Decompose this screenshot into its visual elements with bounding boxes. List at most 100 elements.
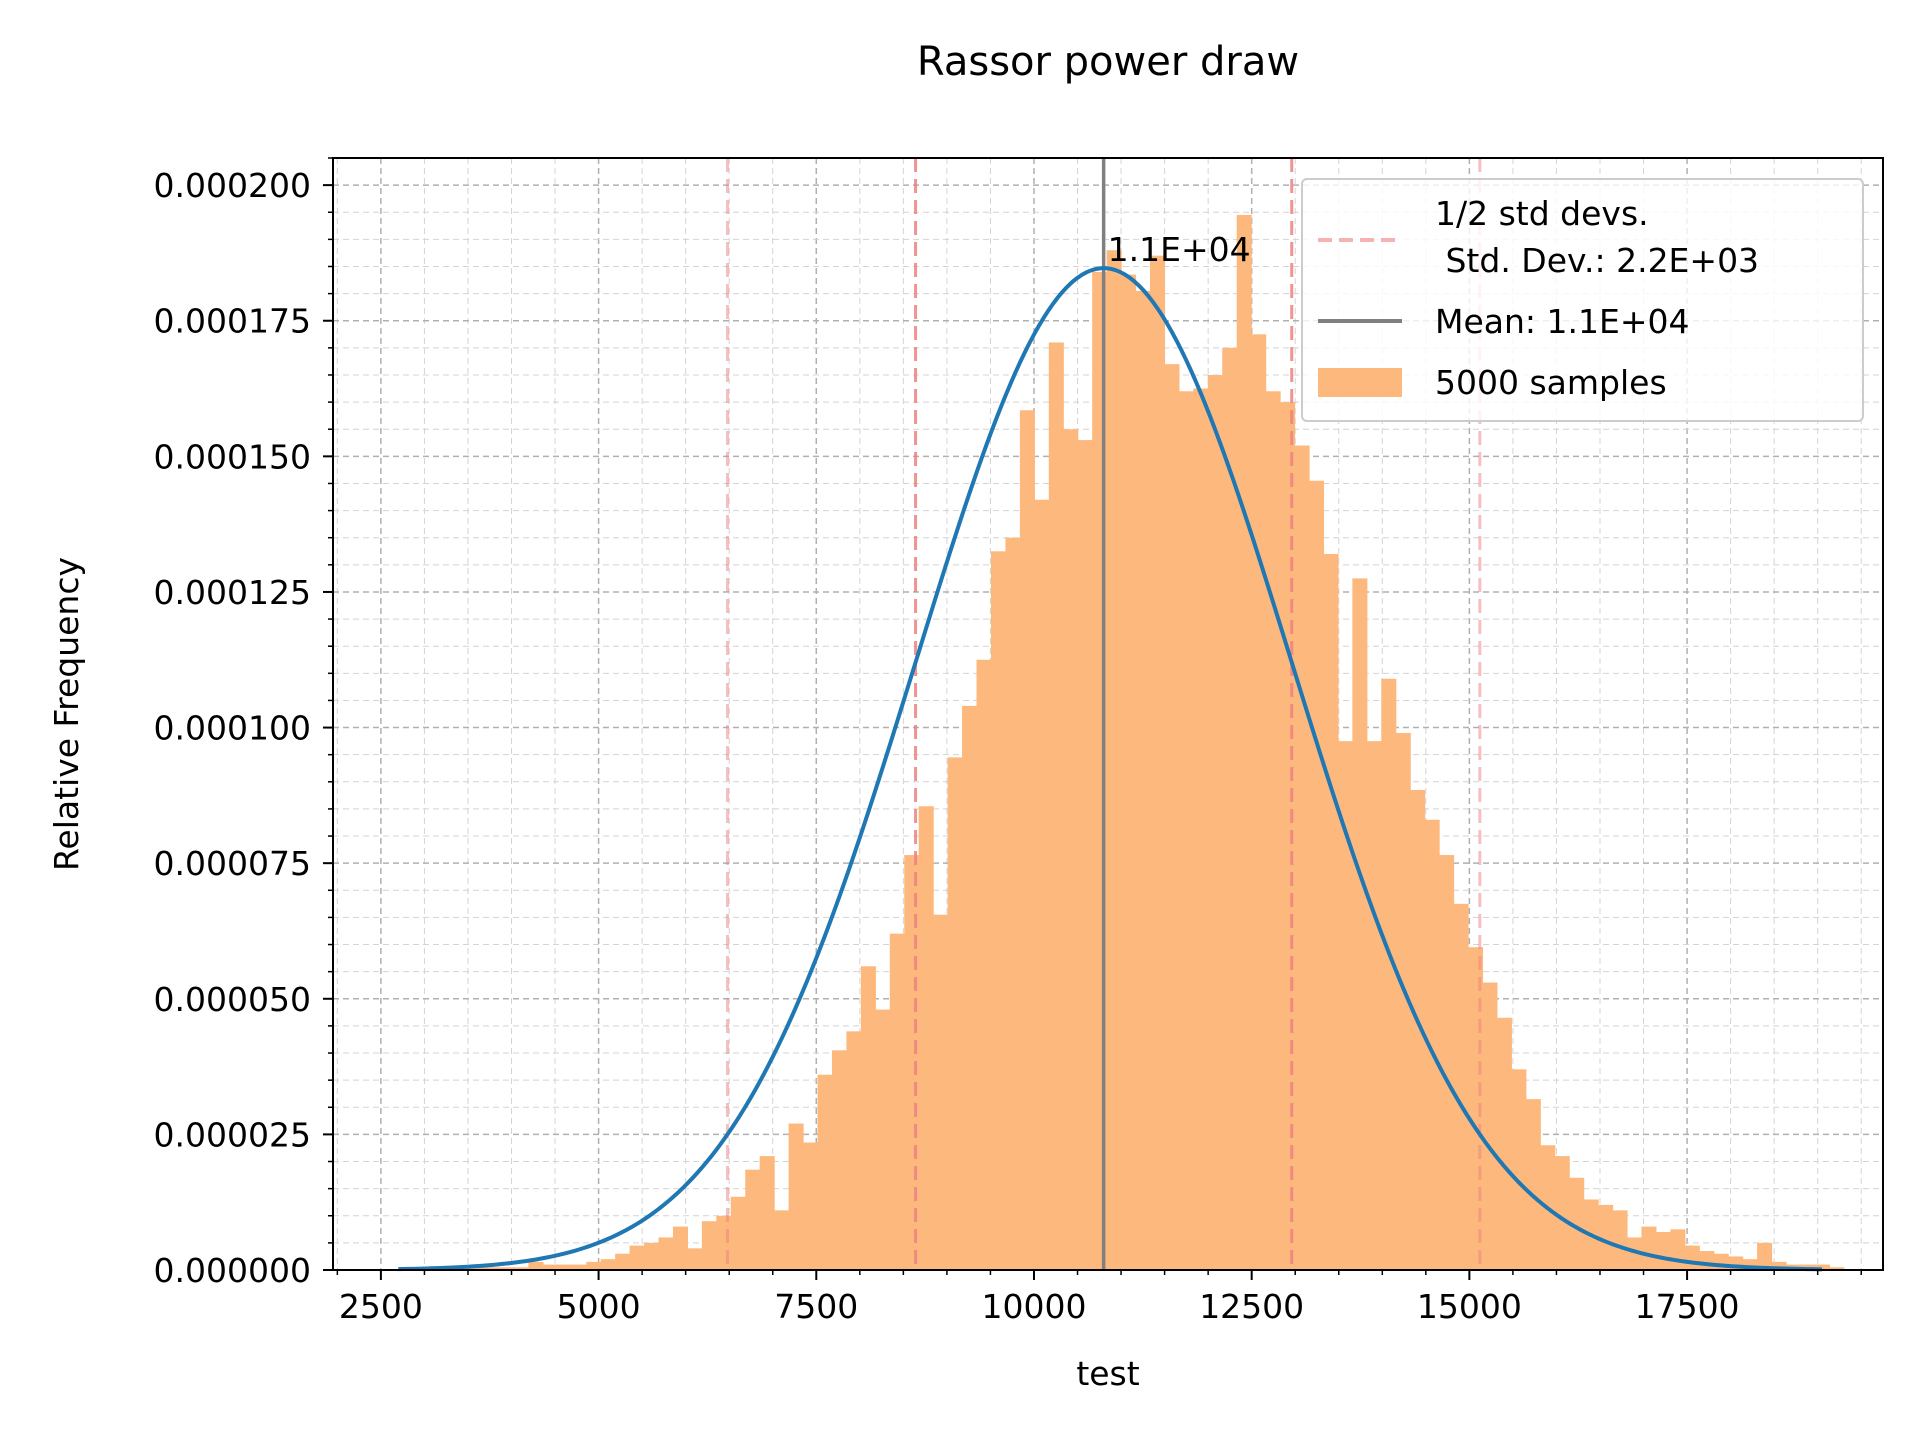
- histogram-bar: [1525, 1099, 1541, 1270]
- histogram-bar: [1337, 741, 1353, 1270]
- histogram-bar: [1063, 429, 1079, 1271]
- histogram-bar: [1626, 1237, 1643, 1270]
- histogram-bar: [947, 757, 963, 1270]
- histogram-bar: [860, 966, 876, 1270]
- histogram-bar: [745, 1169, 761, 1270]
- histogram-bar: [1048, 342, 1064, 1270]
- histogram-bar: [658, 1237, 674, 1270]
- histogram-bar: [1511, 1069, 1527, 1270]
- histogram-bar: [759, 1156, 775, 1270]
- histogram-bar: [817, 1074, 833, 1270]
- histogram-bar: [1395, 732, 1411, 1270]
- histogram-bar: [499, 1267, 515, 1270]
- histogram-bar: [1207, 374, 1223, 1271]
- histogram-bar: [571, 1264, 587, 1270]
- histogram-bar: [1757, 1242, 1773, 1270]
- histogram-bar: [1641, 1226, 1657, 1270]
- histogram-bar: [687, 1248, 703, 1270]
- chart-title: Rassor power draw: [917, 39, 1299, 85]
- y-tick-label: 0.000175: [154, 302, 311, 341]
- histogram-bar: [629, 1245, 645, 1270]
- histogram-bar: [1453, 903, 1469, 1270]
- histogram-bar: [1308, 480, 1325, 1270]
- histogram-bar: [470, 1267, 486, 1270]
- histogram-bar: [1554, 1156, 1570, 1270]
- histogram-bar: [1598, 1204, 1614, 1270]
- histogram-bar: [1149, 255, 1166, 1270]
- histogram-bar: [513, 1267, 530, 1270]
- histogram-bar: [774, 1210, 790, 1270]
- legend-hist-label: 5000 samples: [1435, 363, 1667, 402]
- histogram-bar: [615, 1253, 631, 1270]
- histogram-bar: [962, 705, 978, 1270]
- x-tick-label: 17500: [1635, 1287, 1740, 1326]
- histogram-bar: [1670, 1229, 1686, 1270]
- x-tick-label: 5000: [557, 1287, 641, 1326]
- histogram-bar: [701, 1221, 717, 1270]
- histogram-bar: [1496, 1017, 1512, 1270]
- histogram-bar: [586, 1261, 602, 1270]
- histogram-bar: [933, 914, 949, 1270]
- histogram-bar: [1742, 1259, 1758, 1270]
- histogram-bar: [918, 806, 934, 1270]
- normal-fit-group: [398, 266, 1823, 1272]
- histogram-bar: [1077, 440, 1093, 1270]
- histogram-bar: [1352, 578, 1368, 1270]
- y-tick-label: 0.000000: [154, 1251, 311, 1290]
- x-axis-label: test: [1076, 1354, 1139, 1393]
- histogram-bar: [1323, 553, 1339, 1270]
- std-dev-lines: [725, 158, 1482, 1270]
- histogram-bar: [1439, 855, 1455, 1270]
- histogram-bar: [976, 659, 992, 1270]
- histogram-bar: [1034, 499, 1050, 1270]
- histogram-bars: [398, 214, 1845, 1271]
- histogram-bar: [1019, 410, 1035, 1271]
- histogram-bar: [716, 1215, 732, 1270]
- histogram-bar: [1222, 347, 1238, 1271]
- histogram-bar: [730, 1196, 746, 1270]
- histogram-bar: [528, 1261, 544, 1270]
- histogram-bar: [1251, 334, 1267, 1270]
- x-tick-label: 2500: [339, 1287, 423, 1326]
- y-axis-label: Relative Frequency: [47, 557, 86, 871]
- histogram-bar: [1106, 250, 1122, 1271]
- histogram-bar: [1569, 1177, 1585, 1270]
- histogram-bar: [831, 1050, 848, 1270]
- histogram-bar: [1410, 789, 1426, 1270]
- histogram-bar: [1381, 678, 1397, 1270]
- histogram-bar: [1482, 982, 1498, 1270]
- plot-frame: [332, 157, 1884, 1271]
- legend-box: [1301, 178, 1864, 422]
- mean-annotation: 1.1E+04: [1108, 230, 1251, 269]
- x-tick-label: 7500: [774, 1287, 858, 1326]
- histogram-bar: [1684, 1245, 1700, 1270]
- histogram-bar: [875, 1009, 891, 1270]
- histogram-bar: [672, 1226, 689, 1270]
- histogram-bar: [485, 1267, 501, 1270]
- histogram-bar: [1164, 364, 1180, 1270]
- histogram-bar: [1121, 274, 1137, 1270]
- histogram-bar: [1366, 741, 1382, 1270]
- histogram-bar: [788, 1123, 804, 1270]
- histogram-bar: [1193, 388, 1209, 1270]
- histogram-bar: [1005, 537, 1021, 1270]
- legend: 1/2 std devs. Std. Dev.: 2.2E+03 Mean: 1…: [1301, 178, 1864, 422]
- x-tick-label: 10000: [981, 1287, 1086, 1326]
- x-tick-label: 15000: [1417, 1287, 1522, 1326]
- histogram-bar: [1178, 391, 1194, 1270]
- histogram-bar: [1424, 819, 1440, 1270]
- histogram-bar: [1655, 1232, 1671, 1270]
- histogram-bar: [557, 1264, 573, 1270]
- histogram-bar: [1829, 1267, 1845, 1270]
- histogram-bar: [1814, 1264, 1830, 1270]
- histogram-bar: [1135, 290, 1151, 1270]
- histogram-bar: [1699, 1251, 1715, 1270]
- histogram-bar: [600, 1259, 616, 1270]
- axis-ticks: 2500 5000 7500 10000 12500 15000 17500 0.000000…: [154, 157, 1862, 1326]
- y-tick-label: 0.000200: [154, 166, 311, 205]
- legend-std-detail: Std. Dev.: 2.2E+03: [1435, 241, 1759, 280]
- histogram-bar: [1236, 214, 1252, 1271]
- legend-std-label: 1/2 std devs.: [1435, 194, 1649, 233]
- y-tick-label: 0.000125: [154, 573, 311, 612]
